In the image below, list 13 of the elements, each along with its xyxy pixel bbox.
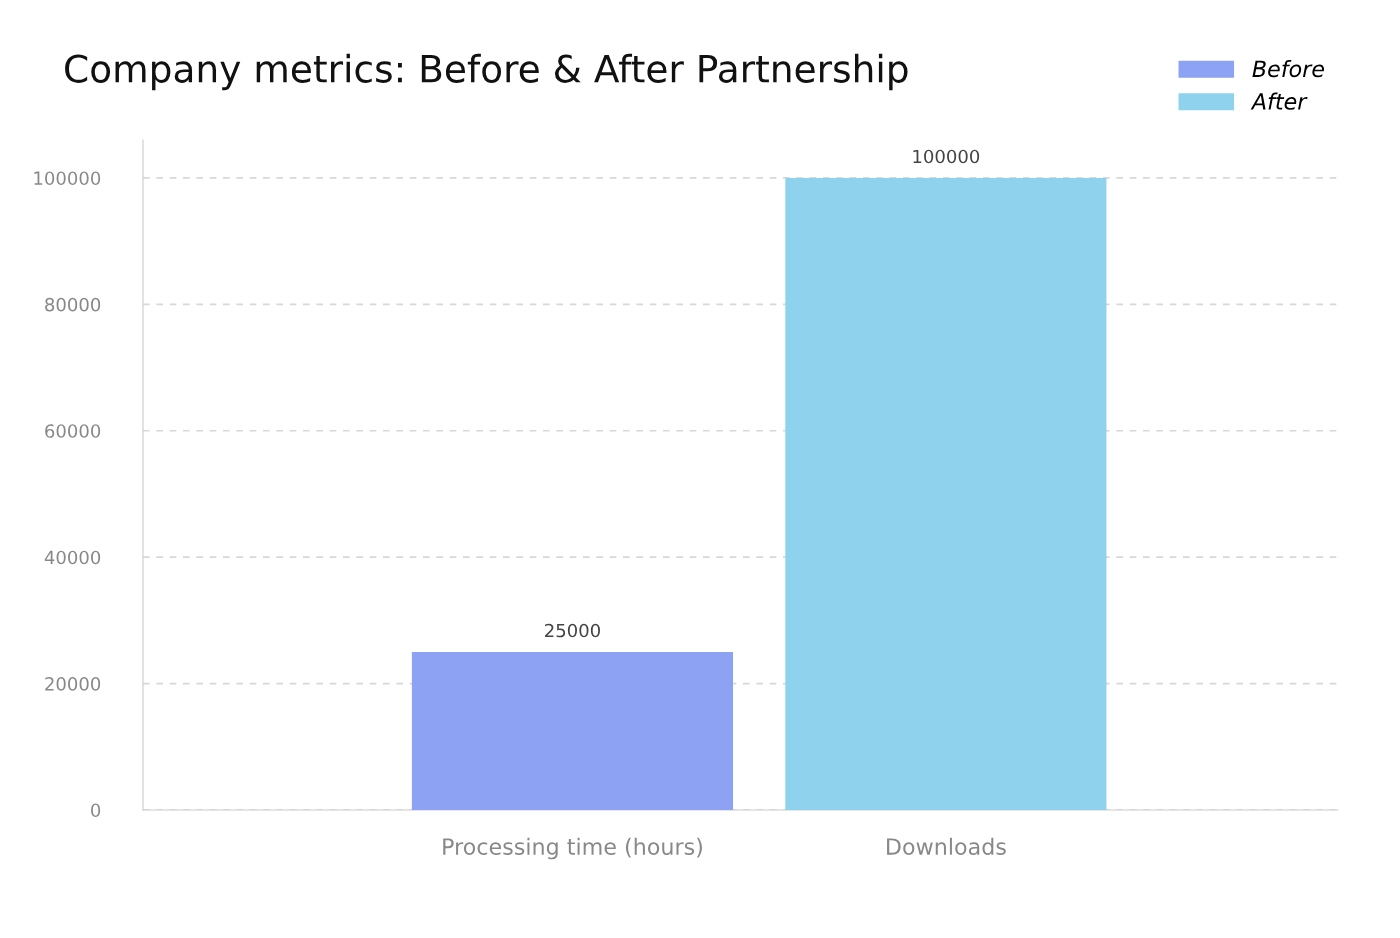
legend-label: Before xyxy=(1252,60,1325,78)
legend-label: After xyxy=(1250,92,1308,110)
y-tick-label: 0 xyxy=(91,803,101,818)
x-tick-label: Processing time (hours) xyxy=(443,837,702,860)
y-tick-label: 80000 xyxy=(45,297,101,312)
y-tick-label: 40000 xyxy=(44,550,101,565)
chart-title: Company metrics: Before & After Partnership xyxy=(65,53,908,91)
y-tick-label: 20000 xyxy=(45,677,101,691)
y-tick-label: 100000 xyxy=(34,171,101,186)
data-label: 25000 xyxy=(545,623,600,638)
y-tick-label: 60000 xyxy=(45,424,101,438)
x-tick-label: Downloads xyxy=(887,837,1006,855)
data-label: 100000 xyxy=(913,149,980,164)
